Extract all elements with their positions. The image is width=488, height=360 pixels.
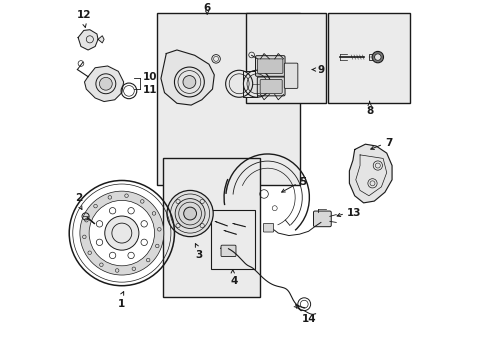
Text: 9: 9 — [317, 64, 324, 75]
Bar — [327, 13, 409, 103]
FancyBboxPatch shape — [257, 59, 283, 73]
FancyBboxPatch shape — [257, 77, 285, 96]
Polygon shape — [161, 50, 214, 105]
FancyBboxPatch shape — [313, 211, 330, 227]
Polygon shape — [348, 144, 391, 203]
FancyBboxPatch shape — [260, 80, 282, 93]
Circle shape — [99, 77, 112, 90]
Text: 2: 2 — [75, 193, 82, 203]
Text: 10: 10 — [143, 72, 157, 82]
Text: 4: 4 — [230, 276, 238, 286]
Text: 14: 14 — [302, 314, 316, 324]
Bar — [246, 13, 325, 103]
Circle shape — [175, 199, 204, 229]
Circle shape — [166, 190, 213, 237]
Text: 12: 12 — [77, 10, 91, 21]
Circle shape — [104, 216, 139, 250]
Text: 5: 5 — [299, 176, 306, 186]
Circle shape — [80, 191, 163, 275]
Text: 13: 13 — [346, 208, 361, 218]
FancyBboxPatch shape — [284, 63, 297, 89]
Circle shape — [246, 74, 266, 94]
FancyBboxPatch shape — [255, 56, 285, 76]
Polygon shape — [78, 30, 98, 50]
Polygon shape — [98, 36, 104, 43]
Text: 3: 3 — [195, 250, 202, 260]
Text: 7: 7 — [384, 138, 391, 148]
Bar — [368, 54, 375, 60]
Circle shape — [183, 76, 195, 89]
Bar — [242, 71, 256, 97]
Circle shape — [183, 207, 196, 220]
Circle shape — [371, 51, 383, 63]
Bar — [210, 210, 255, 269]
Polygon shape — [84, 66, 123, 102]
Text: 6: 6 — [203, 3, 210, 13]
Bar — [157, 13, 299, 185]
Text: 1: 1 — [118, 299, 125, 309]
FancyBboxPatch shape — [221, 245, 236, 257]
Text: 11: 11 — [143, 85, 157, 95]
FancyBboxPatch shape — [263, 224, 273, 232]
Bar — [163, 158, 260, 297]
Text: 8: 8 — [366, 106, 372, 116]
Circle shape — [229, 74, 248, 94]
Circle shape — [89, 201, 154, 266]
